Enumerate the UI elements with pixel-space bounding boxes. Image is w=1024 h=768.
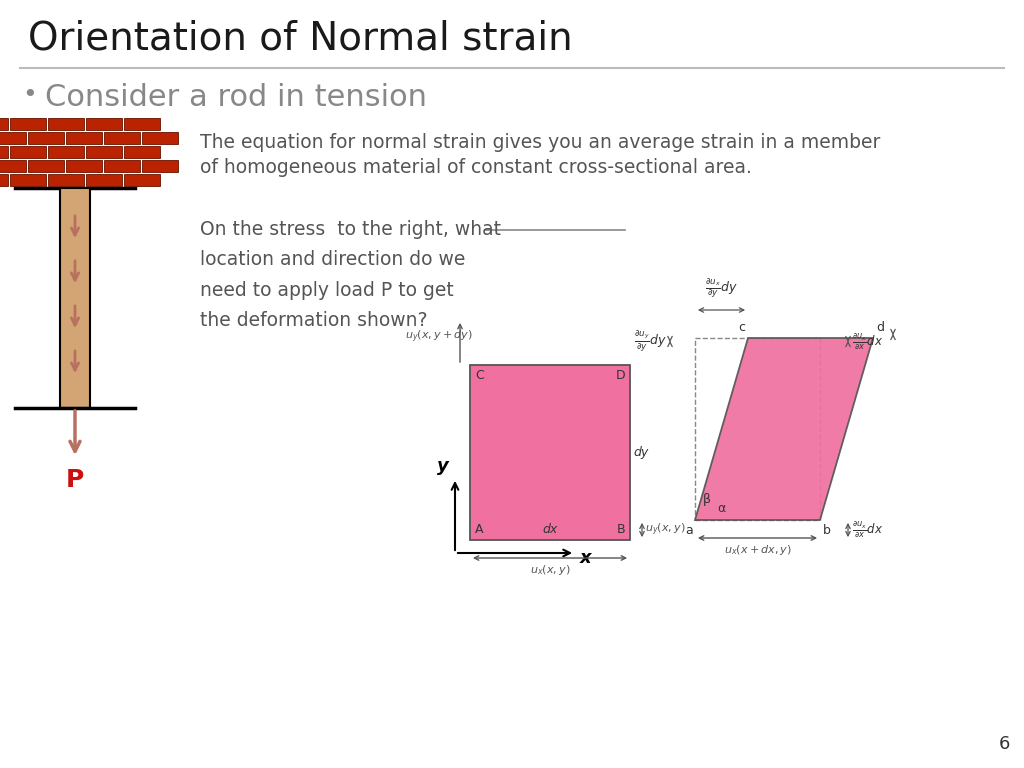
- Polygon shape: [695, 338, 873, 520]
- Bar: [142, 132, 178, 144]
- Text: •: •: [22, 83, 37, 107]
- Text: Orientation of Normal strain: Orientation of Normal strain: [28, 20, 572, 58]
- Bar: [28, 160, 63, 172]
- Text: $\frac{\partial u_x}{\partial x}dx$: $\frac{\partial u_x}{\partial x}dx$: [852, 331, 883, 352]
- Text: a: a: [685, 524, 693, 537]
- Bar: [10, 174, 46, 186]
- Text: Consider a rod in tension: Consider a rod in tension: [45, 83, 427, 112]
- Text: $u_y(x,y+dy)$: $u_y(x,y+dy)$: [406, 329, 473, 345]
- Bar: [48, 118, 84, 130]
- Bar: [86, 118, 122, 130]
- Text: x: x: [580, 549, 592, 567]
- Text: C: C: [475, 369, 483, 382]
- Bar: [0, 174, 8, 186]
- Bar: [60, 188, 90, 408]
- Text: D: D: [615, 369, 625, 382]
- Bar: [104, 132, 140, 144]
- Bar: [66, 160, 102, 172]
- Text: P: P: [66, 468, 84, 492]
- Bar: [10, 146, 46, 158]
- Text: $\frac{\partial u_x}{\partial y}dy$: $\frac{\partial u_x}{\partial y}dy$: [705, 276, 738, 300]
- Bar: [86, 146, 122, 158]
- Text: b: b: [823, 524, 830, 537]
- Bar: [0, 160, 26, 172]
- Bar: [124, 174, 160, 186]
- Bar: [48, 146, 84, 158]
- Text: $\frac{\partial u_y}{\partial y}dy$: $\frac{\partial u_y}{\partial y}dy$: [634, 329, 667, 354]
- Text: $\frac{\partial u_x}{\partial x}dx$: $\frac{\partial u_x}{\partial x}dx$: [852, 520, 883, 540]
- Bar: [66, 132, 102, 144]
- Text: d: d: [876, 321, 884, 334]
- Text: c: c: [738, 321, 745, 334]
- Text: of homogeneous material of constant cross-sectional area.: of homogeneous material of constant cros…: [200, 158, 752, 177]
- Bar: [124, 118, 160, 130]
- Bar: [10, 118, 46, 130]
- Bar: [104, 160, 140, 172]
- Text: $u_x(x+dx, y)$: $u_x(x+dx, y)$: [724, 543, 792, 557]
- Bar: [0, 118, 8, 130]
- Bar: [86, 174, 122, 186]
- Bar: [142, 160, 178, 172]
- Text: The equation for normal strain gives you an average strain in a member: The equation for normal strain gives you…: [200, 133, 881, 152]
- Bar: [470, 365, 630, 540]
- Bar: [28, 132, 63, 144]
- Text: dy: dy: [633, 446, 648, 459]
- Text: A: A: [475, 523, 483, 536]
- Text: 6: 6: [998, 735, 1010, 753]
- Bar: [48, 174, 84, 186]
- Text: α: α: [717, 502, 725, 515]
- Bar: [0, 132, 26, 144]
- Text: y: y: [437, 457, 449, 475]
- Text: β: β: [703, 493, 711, 506]
- Text: $u_x(x, y)$: $u_x(x, y)$: [529, 563, 570, 577]
- Text: $u_y(x,y)$: $u_y(x,y)$: [645, 521, 686, 538]
- Text: On the stress  to the right, what
location and direction do we
need to apply loa: On the stress to the right, what locatio…: [200, 220, 501, 329]
- Bar: [0, 146, 8, 158]
- Bar: [695, 338, 820, 520]
- Bar: [124, 146, 160, 158]
- Text: B: B: [616, 523, 625, 536]
- Text: dx: dx: [543, 523, 558, 536]
